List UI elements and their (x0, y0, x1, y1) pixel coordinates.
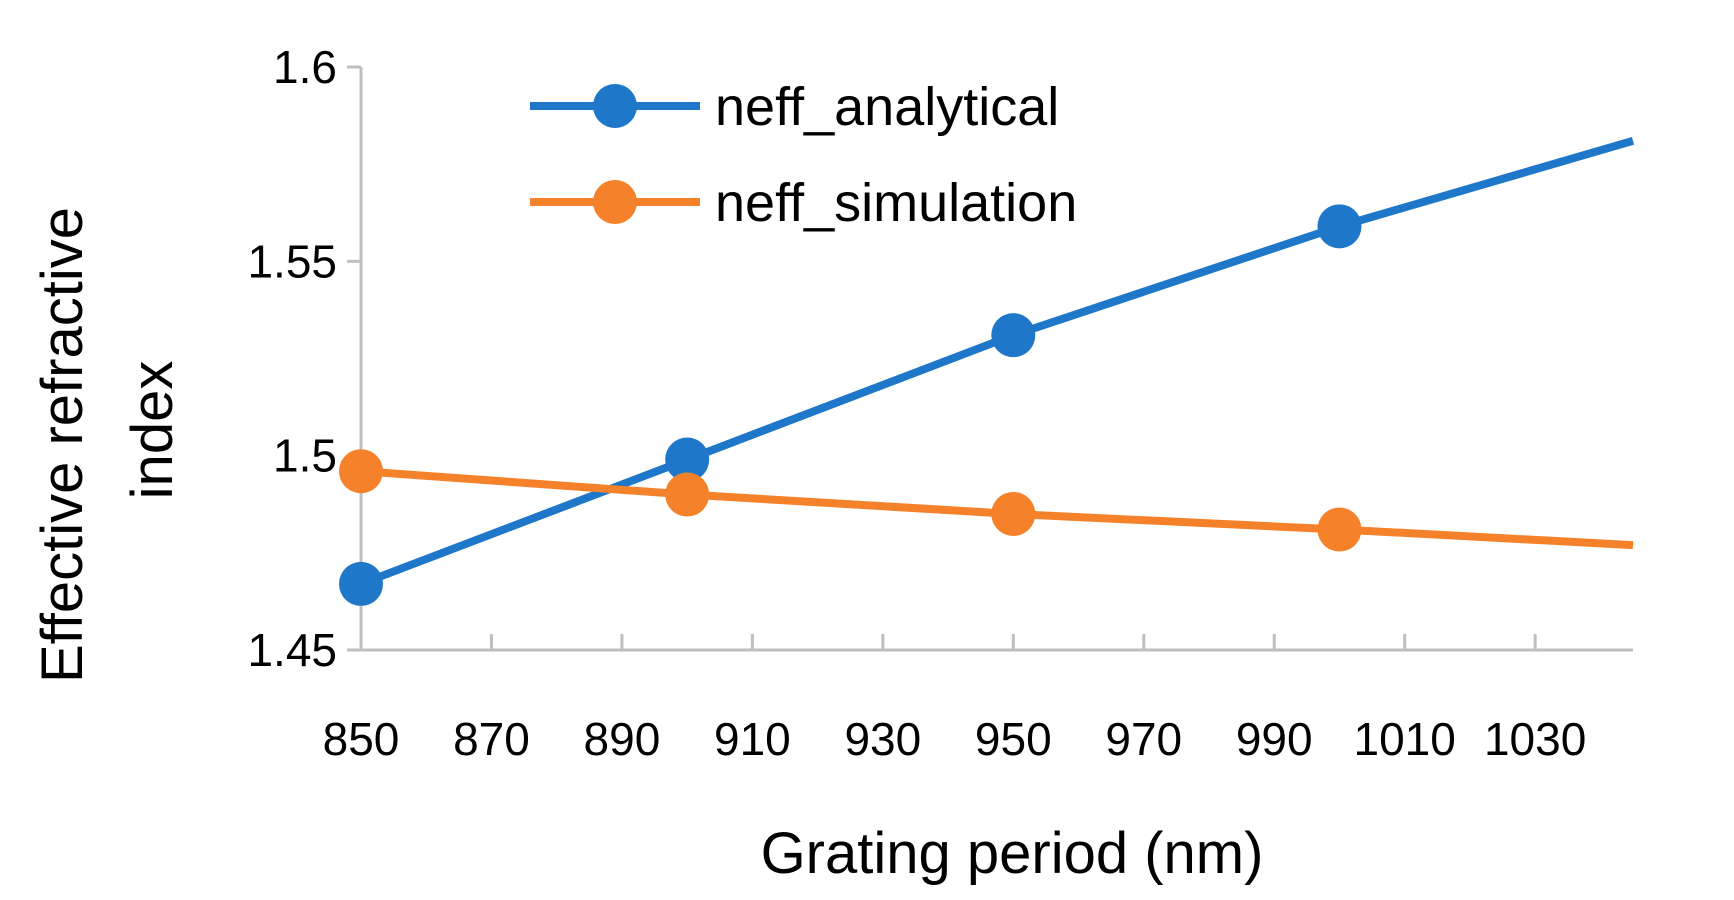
y-tick-label: 1.6 (273, 41, 337, 93)
neff-simulation-legend-label: neff_simulation (715, 173, 1077, 233)
y-axis-title-line-2: index (120, 361, 185, 500)
neff-simulation-marker (339, 449, 383, 494)
plot-series (339, 136, 1635, 606)
x-tick-label: 910 (714, 713, 791, 765)
axis-labels: Grating period (nm) Effective refractive… (30, 207, 1263, 886)
neff-analytical-marker (339, 561, 383, 606)
neff-analytical-legend-marker (593, 84, 637, 128)
x-tick-label: 1030 (1484, 713, 1586, 765)
y-axis-title-line-1: Effective refractive (30, 207, 95, 683)
neff-analytical-marker (1317, 204, 1362, 249)
x-tick-label: 930 (844, 713, 921, 765)
x-tick-label: 990 (1236, 713, 1313, 765)
x-tick-label: 950 (975, 713, 1052, 765)
neff-simulation-marker (1317, 507, 1362, 552)
neff-simulation-legend-marker (593, 180, 637, 224)
y-tick-label: 1.45 (247, 624, 337, 676)
neff-analytical-marker (665, 437, 710, 482)
x-tick-label: 970 (1105, 713, 1182, 765)
x-tick-label: 890 (584, 713, 661, 765)
y-tick-label: 1.55 (247, 235, 337, 287)
x-tick-label: 850 (323, 713, 400, 765)
legend: neff_analytical neff_simulation (530, 77, 1077, 233)
neff-analytical-legend-label: neff_analytical (715, 77, 1059, 137)
neff-analytical-marker (991, 313, 1036, 358)
x-tick-label: 870 (453, 713, 530, 765)
x-tick-label: 1010 (1354, 713, 1456, 765)
neff-simulation-marker (665, 472, 710, 517)
neff-simulation-marker (991, 491, 1036, 536)
y-tick-label: 1.5 (273, 430, 337, 482)
axes: 1.45 1.5 1.55 1.6 850 870 890 910 930 950 970 990 10… (247, 41, 1633, 765)
x-axis-title: Grating period (nm) (761, 821, 1264, 886)
